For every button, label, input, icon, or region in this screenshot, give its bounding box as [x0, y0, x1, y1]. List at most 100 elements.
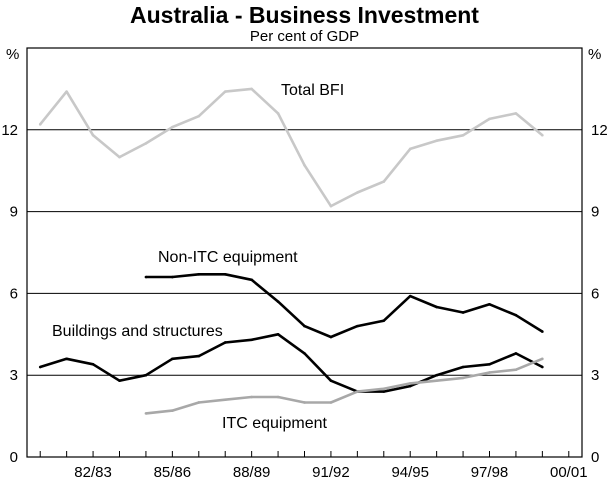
data-point-non-itc-equipment [223, 273, 227, 276]
y-tick-label-right: 12 [591, 122, 608, 139]
series-line-total-bfi [39, 87, 544, 208]
x-tick-label: 85/86 [154, 464, 192, 481]
y-tick-label-right: 0 [591, 449, 599, 466]
data-point-non-itc-equipment [144, 275, 148, 279]
data-point-buildings-and-structures [197, 354, 201, 358]
data-point-buildings-and-structures [461, 365, 465, 369]
data-point-non-itc-equipment [303, 324, 306, 328]
x-tick-label: 94/95 [391, 464, 429, 481]
x-tick-label: 82/83 [74, 464, 112, 481]
data-point-buildings-and-structures [144, 373, 148, 377]
data-point-total-bfi [461, 133, 465, 137]
y-tick-label-left: 0 [10, 449, 18, 466]
data-point-buildings-and-structures [250, 338, 253, 342]
y-axis-unit-right: % [588, 46, 602, 63]
series-line-buildings-and-structures [39, 333, 543, 393]
data-point-buildings-and-structures [65, 357, 68, 361]
data-point-buildings-and-structures [408, 384, 412, 388]
tick-layer: 0 0 3 3 6 6 9 9 12 12 82/83 85/86 88/89 91/92 94/95 97/… [1, 122, 607, 481]
data-point-itc-equipment [435, 379, 438, 382]
data-point-total-bfi [197, 114, 201, 118]
data-point-itc-equipment [461, 376, 465, 380]
data-point-buildings-and-structures [329, 379, 333, 382]
data-point-buildings-and-structures [276, 333, 280, 336]
data-point-total-bfi [250, 87, 253, 91]
data-point-itc-equipment [197, 401, 201, 404]
data-point-total-bfi [488, 117, 491, 121]
x-tick-label: 88/89 [233, 464, 271, 481]
data-point-buildings-and-structures [382, 390, 386, 393]
series-line-itc-equipment [145, 357, 543, 415]
data-point-total-bfi [514, 112, 518, 115]
data-point-itc-equipment [250, 395, 253, 399]
series-layer [38, 87, 544, 415]
x-tick-label: 91/92 [312, 464, 350, 481]
data-point-buildings-and-structures [488, 362, 491, 366]
x-tick-label: 97/98 [471, 464, 509, 481]
data-point-total-bfi [91, 133, 95, 137]
series-annotation-total-bfi: Total BFI [281, 82, 344, 99]
data-point-itc-equipment [276, 395, 280, 399]
data-point-total-bfi [171, 125, 174, 129]
data-point-itc-equipment [303, 401, 306, 404]
data-point-total-bfi [382, 180, 386, 183]
data-point-itc-equipment [223, 398, 227, 402]
series-annotation-itc-equipment: ITC equipment [222, 415, 327, 432]
plot-frame [26, 47, 583, 458]
data-point-itc-equipment [171, 409, 174, 412]
data-point-non-itc-equipment [408, 294, 412, 298]
data-point-total-bfi [541, 133, 544, 137]
data-point-buildings-and-structures [514, 352, 518, 355]
data-point-itc-equipment [541, 357, 544, 361]
y-tick-label-left: 6 [10, 285, 18, 302]
data-point-buildings-and-structures [118, 379, 121, 382]
y-tick-label-left: 12 [1, 122, 18, 139]
data-point-non-itc-equipment [514, 313, 518, 317]
data-point-non-itc-equipment [329, 335, 333, 339]
data-point-buildings-and-structures [38, 365, 42, 369]
data-point-itc-equipment [144, 412, 148, 415]
y-tick-label-right: 6 [591, 285, 599, 302]
label-layer: Total BFI Non-ITC equipment Buildings and … [52, 82, 344, 432]
data-point-buildings-and-structures [171, 357, 174, 361]
data-point-total-bfi [38, 123, 42, 126]
data-point-total-bfi [356, 191, 359, 194]
data-point-itc-equipment [488, 371, 491, 374]
y-tick-label-right: 3 [591, 367, 599, 384]
y-tick-label-left: 3 [10, 367, 18, 384]
data-point-buildings-and-structures [435, 373, 438, 377]
data-point-total-bfi [303, 163, 306, 167]
data-point-itc-equipment [329, 401, 333, 404]
data-point-itc-equipment [382, 387, 386, 391]
data-point-non-itc-equipment [171, 275, 174, 279]
data-point-non-itc-equipment [382, 319, 386, 322]
data-point-total-bfi [329, 204, 333, 208]
data-point-buildings-and-structures [91, 362, 95, 366]
grid-layer [27, 129, 582, 376]
data-point-total-bfi [65, 90, 68, 93]
series-annotation-non-itc-equipment: Non-ITC equipment [158, 249, 298, 266]
data-point-non-itc-equipment [488, 303, 491, 306]
data-point-itc-equipment [514, 368, 518, 372]
data-point-total-bfi [408, 147, 412, 151]
chart-title: Australia - Business Investment [130, 2, 479, 28]
data-point-buildings-and-structures [223, 341, 227, 344]
data-point-buildings-and-structures [541, 365, 544, 369]
y-axis-unit-left: % [6, 46, 20, 63]
data-point-non-itc-equipment [197, 273, 201, 276]
data-point-total-bfi [118, 155, 121, 159]
series-annotation-buildings-and-structures: Buildings and structures [52, 323, 223, 340]
data-point-itc-equipment [408, 382, 412, 385]
data-point-total-bfi [435, 139, 438, 143]
data-point-itc-equipment [356, 390, 359, 393]
chart-subtitle: Per cent of GDP [249, 28, 360, 45]
data-point-total-bfi [223, 90, 227, 93]
data-point-non-itc-equipment [276, 300, 280, 303]
x-tick-label: 00/01 [550, 464, 588, 481]
series-line-non-itc-equipment [145, 273, 544, 339]
data-point-non-itc-equipment [356, 324, 359, 328]
data-point-non-itc-equipment [461, 311, 465, 314]
data-point-non-itc-equipment [250, 278, 253, 282]
data-point-total-bfi [276, 112, 280, 115]
